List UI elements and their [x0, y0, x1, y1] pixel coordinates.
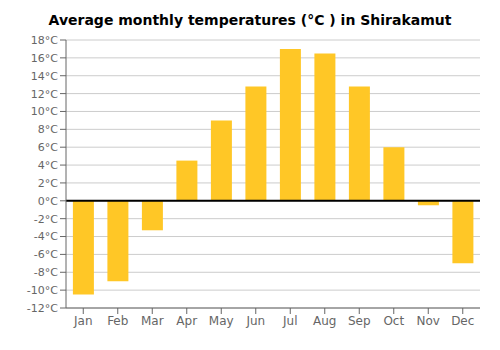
svg-text:Mar: Mar [141, 314, 164, 328]
svg-text:Apr: Apr [176, 314, 197, 328]
svg-text:Feb: Feb [107, 314, 128, 328]
svg-text:-8°C: -8°C [34, 266, 58, 279]
svg-text:14°C: 14°C [31, 70, 58, 83]
svg-text:Oct: Oct [383, 314, 404, 328]
svg-text:16°C: 16°C [31, 52, 58, 65]
svg-text:8°C: 8°C [38, 123, 58, 136]
svg-text:-12°C: -12°C [27, 302, 58, 315]
svg-text:2°C: 2°C [38, 177, 58, 190]
svg-text:0°C: 0°C [38, 195, 58, 208]
svg-text:-4°C: -4°C [34, 230, 58, 243]
svg-text:Jan: Jan [73, 314, 93, 328]
svg-text:6°C: 6°C [38, 141, 58, 154]
svg-text:Nov: Nov [417, 314, 440, 328]
svg-text:Sep: Sep [348, 314, 371, 328]
svg-text:Aug: Aug [313, 314, 336, 328]
svg-text:4°C: 4°C [38, 159, 58, 172]
svg-text:-10°C: -10°C [27, 284, 58, 297]
svg-text:12°C: 12°C [31, 88, 58, 101]
svg-text:Dec: Dec [451, 314, 474, 328]
svg-text:18°C: 18°C [31, 34, 58, 47]
svg-text:-6°C: -6°C [34, 248, 58, 261]
svg-text:Jul: Jul [282, 314, 297, 328]
svg-text:May: May [209, 314, 234, 328]
svg-text:10°C: 10°C [31, 105, 58, 118]
html-text:Average monthly temperatures (: Average monthly temperatures (°C ) in Sh… [48, 12, 452, 28]
svg-text:-2°C: -2°C [34, 213, 58, 226]
svg-text:Jun: Jun [245, 314, 265, 328]
